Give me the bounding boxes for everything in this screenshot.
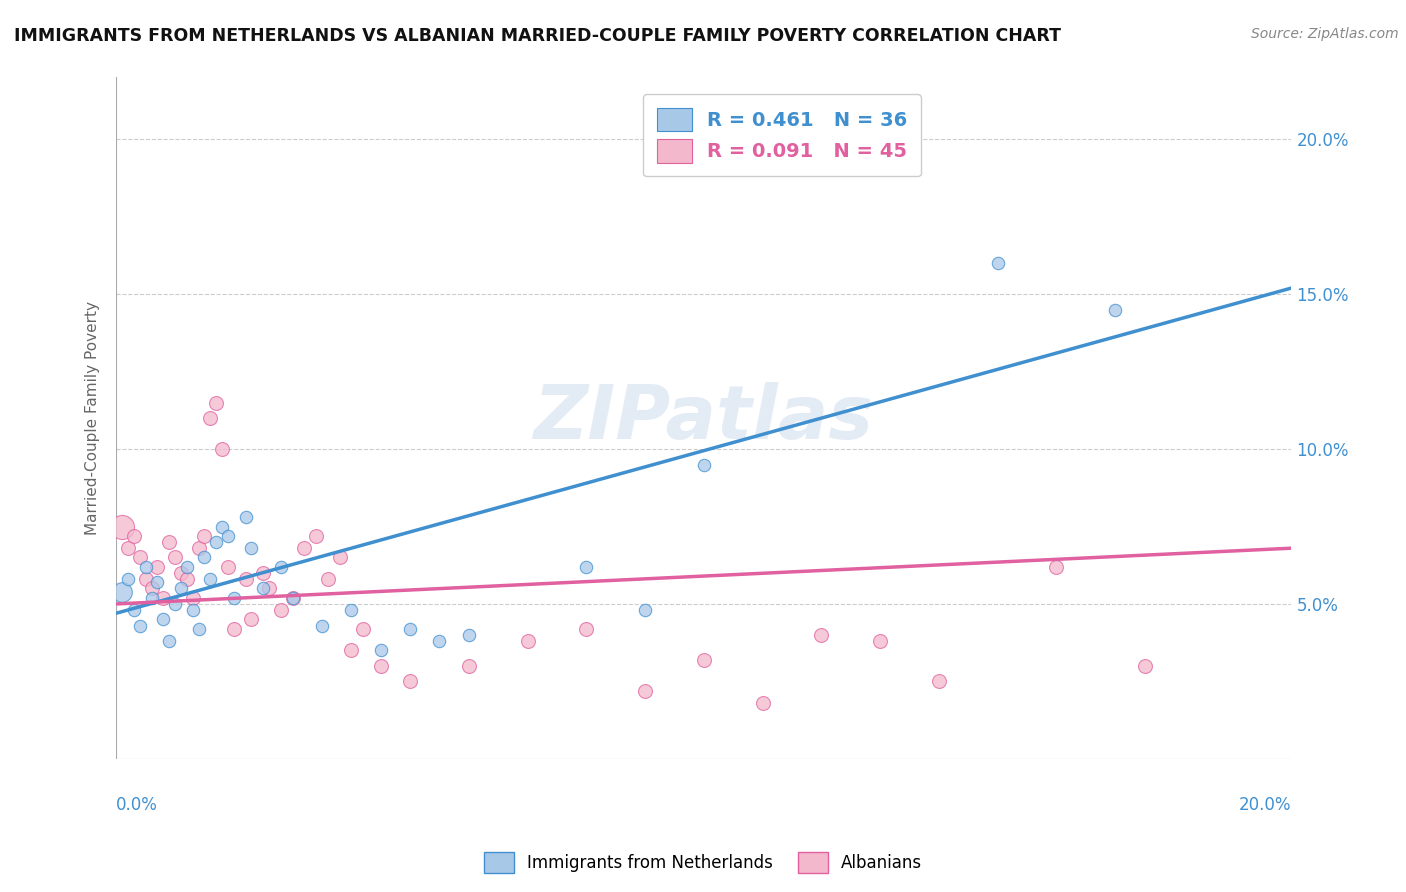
Point [163, 597, 186, 611]
Point [235, 510, 257, 524]
Point [187, 622, 209, 636]
Point [429, 634, 451, 648]
Point [111, 519, 134, 533]
Point [340, 643, 363, 657]
Text: Source: ZipAtlas.com: Source: ZipAtlas.com [1251, 27, 1399, 41]
Point [634, 683, 657, 698]
Point [270, 603, 292, 617]
Point [928, 674, 950, 689]
Point [146, 559, 169, 574]
Point [170, 566, 193, 580]
Point [399, 622, 422, 636]
Point [305, 529, 328, 543]
Point [135, 559, 157, 574]
Point [187, 541, 209, 556]
Point [235, 572, 257, 586]
Y-axis label: Married-Couple Family Poverty: Married-Couple Family Poverty [86, 301, 100, 535]
Point [340, 603, 363, 617]
Point [128, 550, 150, 565]
Point [157, 535, 180, 549]
Point [217, 529, 239, 543]
Text: 0.0%: 0.0% [117, 797, 157, 814]
Point [163, 550, 186, 565]
Point [135, 572, 157, 586]
Point [222, 591, 245, 605]
Point [152, 591, 174, 605]
Point [575, 559, 598, 574]
Point [329, 550, 352, 565]
Point [281, 591, 304, 605]
Point [157, 634, 180, 648]
Point [141, 582, 163, 596]
Point [252, 582, 274, 596]
Point [252, 566, 274, 580]
Point [117, 572, 139, 586]
Legend: R = 0.461   N = 36, R = 0.091   N = 45: R = 0.461 N = 36, R = 0.091 N = 45 [643, 94, 921, 177]
Point [457, 658, 479, 673]
Point [693, 653, 716, 667]
Point [270, 559, 292, 574]
Point [257, 582, 280, 596]
Text: ZIPatlas: ZIPatlas [534, 382, 875, 455]
Point [181, 591, 204, 605]
Point [111, 584, 134, 599]
Point [311, 618, 333, 632]
Point [122, 603, 145, 617]
Point [1045, 559, 1067, 574]
Point [240, 612, 263, 626]
Point [810, 628, 832, 642]
Point [399, 674, 422, 689]
Point [200, 572, 222, 586]
Point [575, 622, 598, 636]
Point [205, 535, 228, 549]
Point [457, 628, 479, 642]
Point [634, 603, 657, 617]
Point [211, 519, 233, 533]
Point [1104, 302, 1126, 317]
Point [316, 572, 339, 586]
Point [222, 622, 245, 636]
Point [146, 575, 169, 590]
Point [1133, 658, 1156, 673]
Point [370, 643, 392, 657]
Point [240, 541, 263, 556]
Point [128, 618, 150, 632]
Point [152, 612, 174, 626]
Text: IMMIGRANTS FROM NETHERLANDS VS ALBANIAN MARRIED-COUPLE FAMILY POVERTY CORRELATIO: IMMIGRANTS FROM NETHERLANDS VS ALBANIAN … [14, 27, 1062, 45]
Point [117, 541, 139, 556]
Point [370, 658, 392, 673]
Point [211, 442, 233, 456]
Point [292, 541, 315, 556]
Point [751, 696, 773, 710]
Point [193, 529, 215, 543]
Point [181, 603, 204, 617]
Point [352, 622, 374, 636]
Point [200, 411, 222, 425]
Point [122, 529, 145, 543]
Point [141, 591, 163, 605]
Point [869, 634, 891, 648]
Text: 20.0%: 20.0% [1239, 797, 1292, 814]
Point [205, 395, 228, 409]
Point [987, 256, 1010, 270]
Point [217, 559, 239, 574]
Legend: Immigrants from Netherlands, Albanians: Immigrants from Netherlands, Albanians [477, 846, 929, 880]
Point [693, 458, 716, 472]
Point [170, 582, 193, 596]
Point [281, 591, 304, 605]
Point [176, 572, 198, 586]
Point [193, 550, 215, 565]
Point [516, 634, 538, 648]
Point [176, 559, 198, 574]
